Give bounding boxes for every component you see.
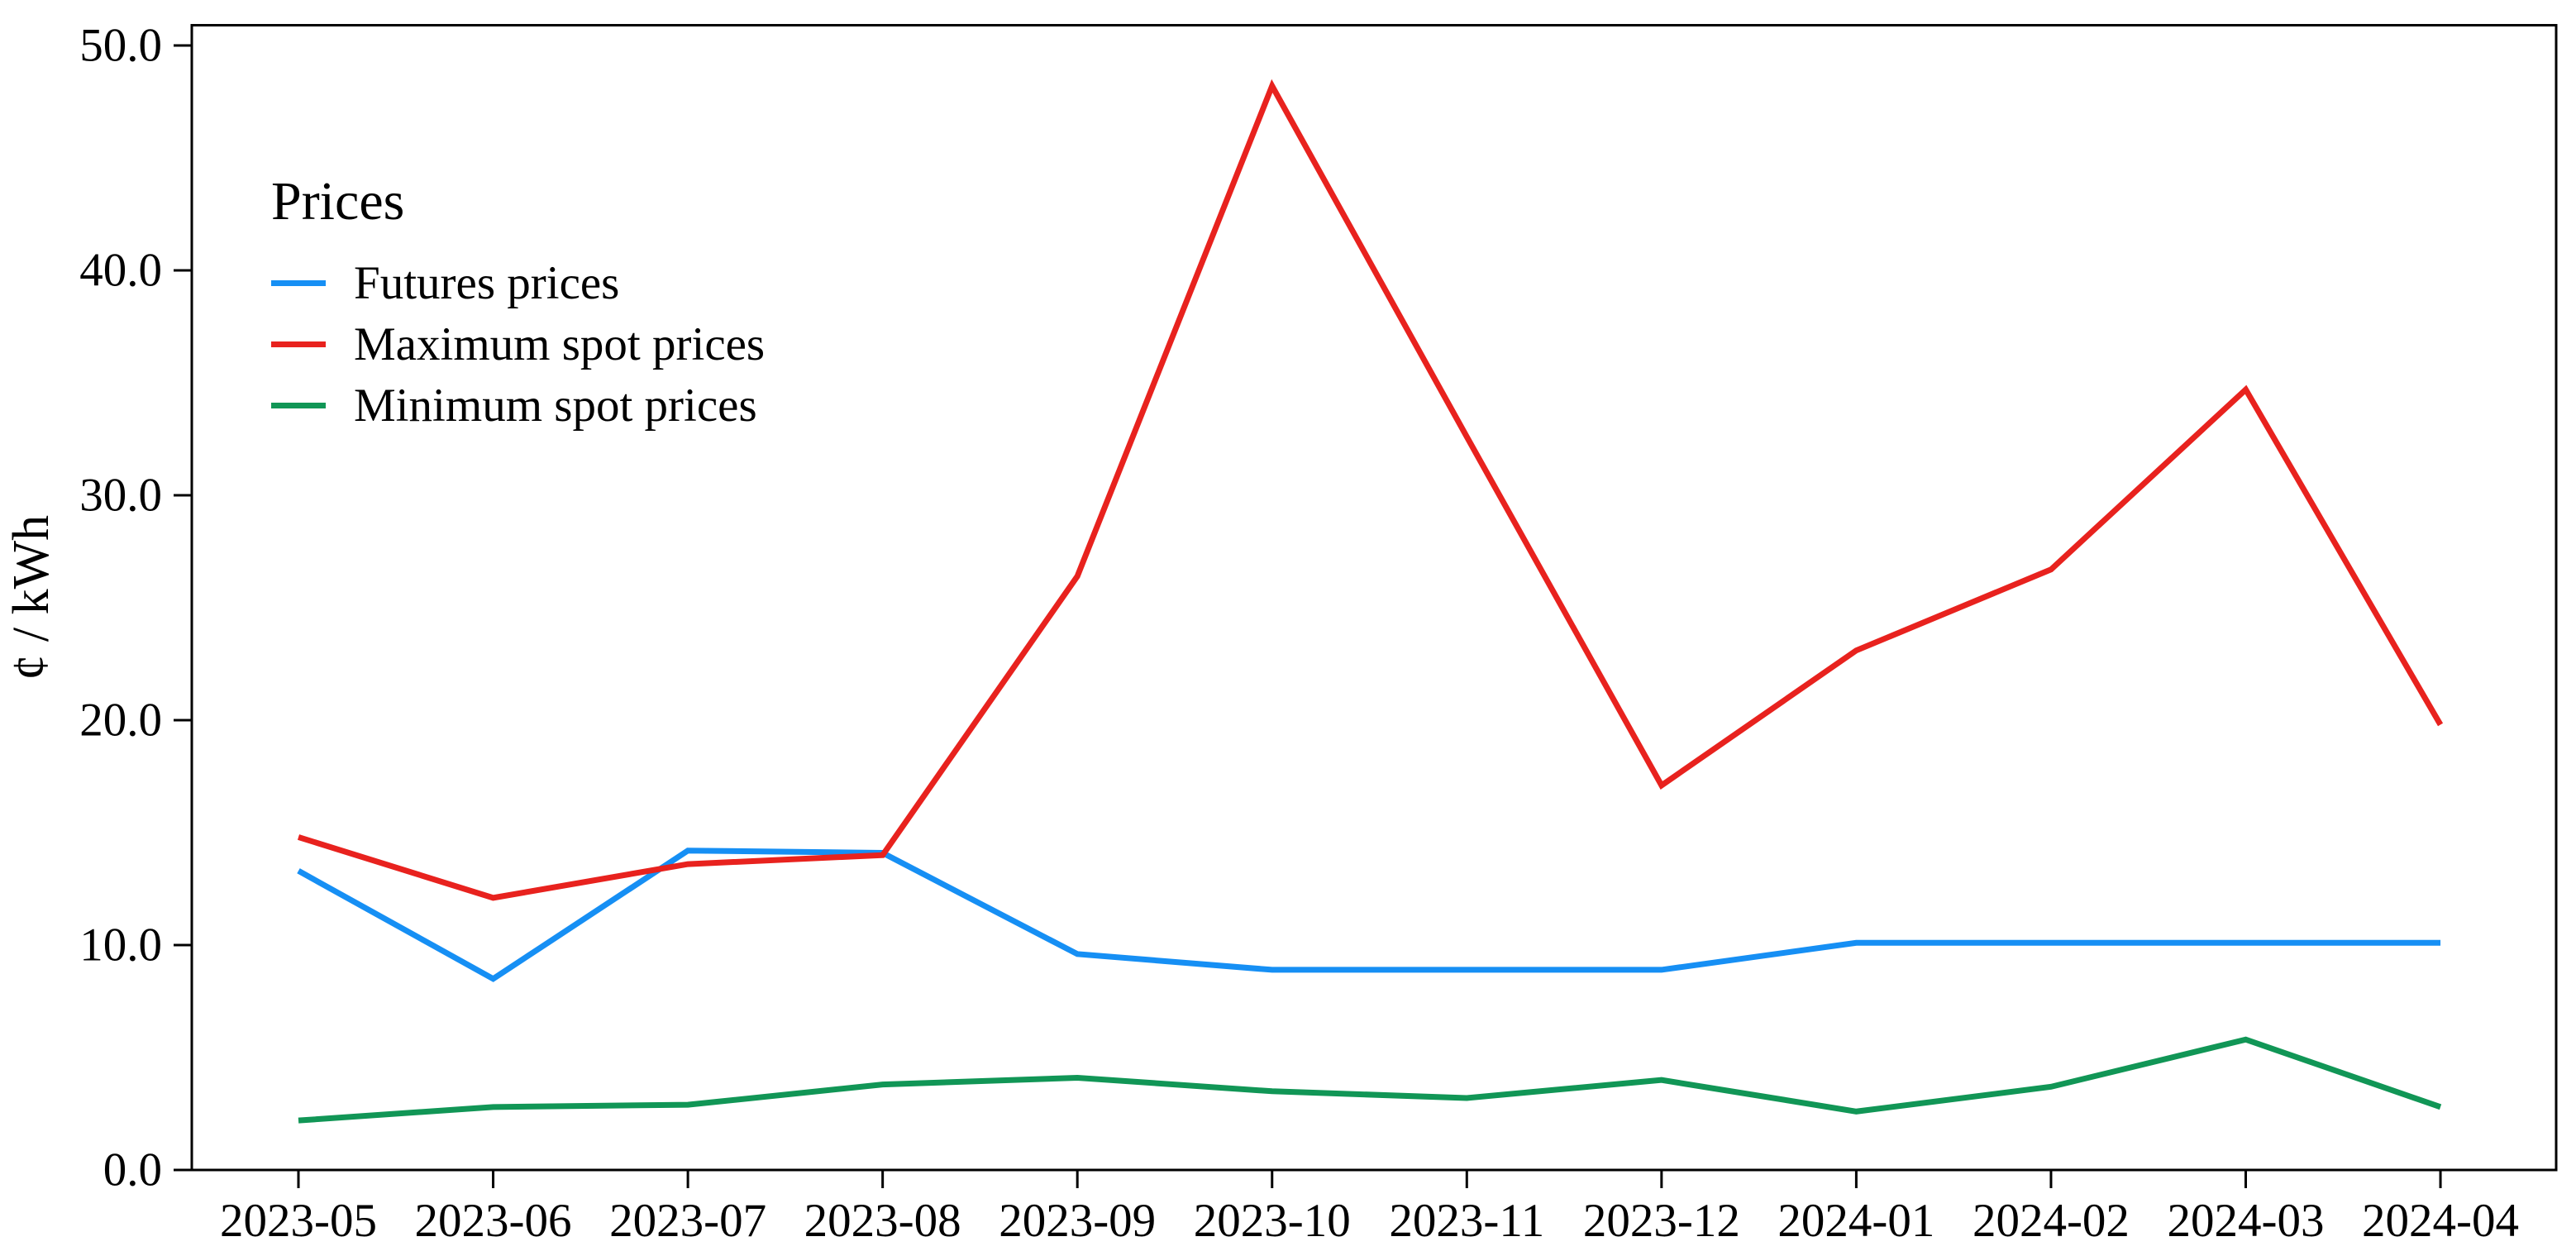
series-line-futures-prices (297, 848, 2441, 982)
x-axis-tick-label: 2023-12 (1583, 1195, 1740, 1247)
x-axis-tick-label: 2024-01 (1777, 1195, 1934, 1247)
x-axis-tick-label: 2023-07 (609, 1195, 766, 1247)
y-axis-tick-label: 40.0 (79, 245, 162, 297)
y-axis-tick-label: 30.0 (79, 470, 162, 522)
y-axis-tick-label: 0.0 (103, 1144, 162, 1196)
legend-items: Futures prices Maximum spot prices Minimum… (271, 253, 765, 437)
x-axis-tick-label: 2023-08 (804, 1195, 961, 1247)
series-line-maximum-spot-prices (297, 79, 2444, 901)
x-axis-tick-label: 2023-10 (1194, 1195, 1351, 1247)
x-axis-tick-label: 2024-02 (1973, 1195, 2130, 1247)
y-axis-tick-label: 20.0 (79, 695, 162, 747)
legend-item-futures-prices: Futures prices (271, 253, 765, 314)
legend-item-minimum-spot-prices: Minimum spot prices (271, 375, 765, 437)
legend-swatch-maximum-spot-prices (271, 341, 326, 348)
x-axis-tick-label: 2024-04 (2362, 1195, 2519, 1247)
legend-label-futures-prices: Futures prices (354, 257, 620, 310)
legend-label-maximum-spot-prices: Maximum spot prices (354, 318, 766, 371)
y-axis-tick-label: 10.0 (79, 919, 162, 972)
y-axis-tick-label: 50.0 (79, 20, 162, 72)
plot-frame (190, 24, 2558, 1172)
x-axis-tick-label: 2023-11 (1389, 1195, 1544, 1247)
x-axis-tick-label: 2023-09 (999, 1195, 1156, 1247)
y-axis-label: ¢ / kWh (3, 515, 60, 680)
x-axis-tick-label: 2023-06 (415, 1195, 572, 1247)
legend-swatch-minimum-spot-prices (271, 403, 326, 409)
x-axis-tick-label: 2023-05 (220, 1195, 377, 1247)
chart-legend: Prices Futures prices Maximum spot prices… (271, 170, 765, 437)
x-axis-tick-label: 2024-03 (2168, 1195, 2325, 1247)
legend-title: Prices (271, 171, 405, 232)
legend-label-minimum-spot-prices: Minimum spot prices (354, 380, 757, 432)
legend-item-maximum-spot-prices: Maximum spot prices (271, 314, 765, 375)
legend-swatch-futures-prices (271, 280, 326, 287)
series-line-minimum-spot-prices (298, 1036, 2442, 1124)
